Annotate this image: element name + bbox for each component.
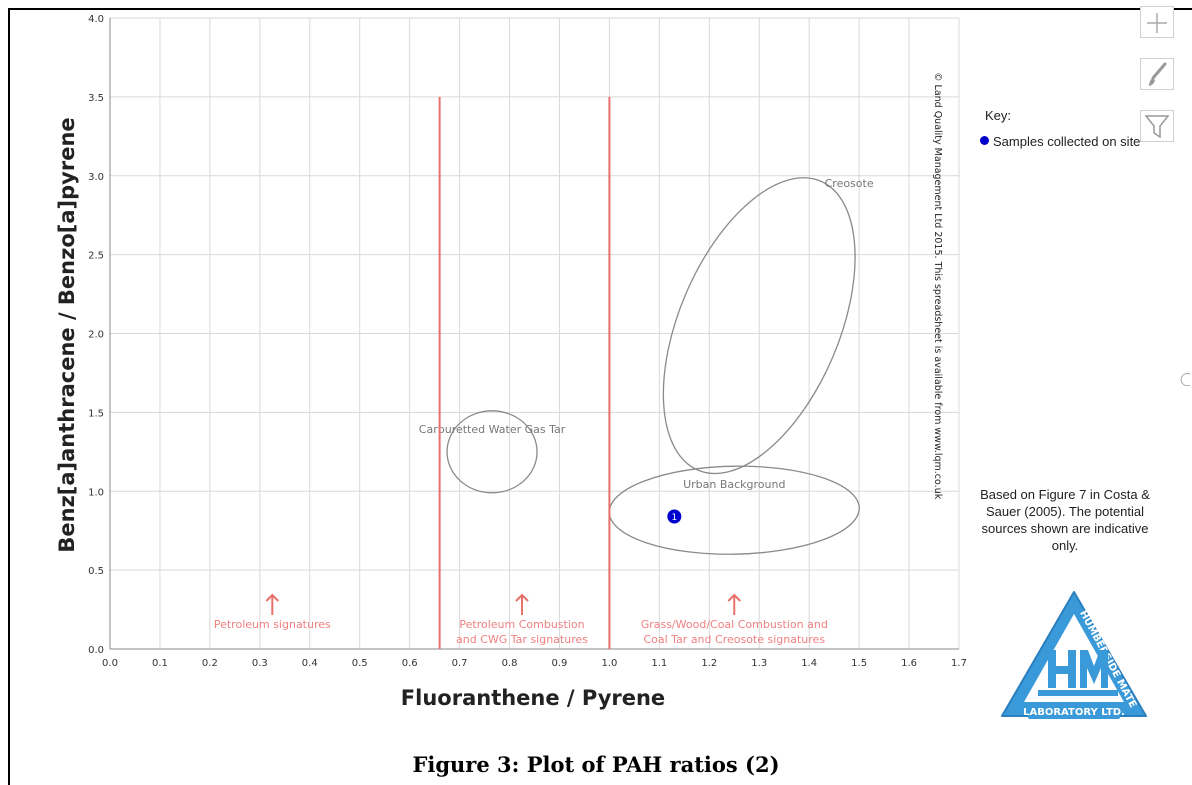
scroll-handle-icon[interactable]: ◯ [1180,372,1190,386]
region-label-text: Coal Tar and Creosote signatures [643,633,825,646]
zone-label: Urban Background [683,478,785,491]
region-label-text: and CWG Tar signatures [456,633,588,646]
x-tick-label: 0.0 [102,658,118,669]
x-tick-label: 0.8 [502,658,518,669]
up-arrow-icon [727,593,741,615]
x-tick-label: 0.6 [402,658,418,669]
x-tick-label: 1.0 [601,658,617,669]
x-tick-label: 1.5 [851,658,867,669]
region-label-text: Petroleum signatures [214,618,331,631]
y-tick-label: 1.5 [88,408,104,419]
legend-entry-label: Samples collected on site [993,134,1141,149]
y-tick-label: 0.5 [88,566,104,577]
chart-filters-button[interactable] [1140,110,1174,142]
y-tick-label: 4.0 [88,14,104,25]
y-axis-title: Benz[a]anthracene / Benzo[a]pyrene [55,117,79,552]
y-tick-label: 3.0 [88,172,104,183]
grid-lines [109,17,960,650]
copyright-notice: © Land Quality Management Ltd 2015. This… [932,72,943,500]
chart-elements-button[interactable] [1140,6,1174,38]
y-tick-label: 2.5 [88,251,104,262]
x-tick-label: 0.4 [302,658,318,669]
filter-icon [1144,115,1170,139]
zone-creosote [662,177,856,475]
up-arrow-icon [265,593,280,615]
frame-top-border [8,8,1192,10]
x-tick-label: 0.9 [552,658,568,669]
laboratory-logo: HUMBERSIDE MATERIALS LABORATORY LTD. [998,588,1147,719]
x-tick-label: 0.1 [152,658,168,669]
boundary-lines [438,96,611,649]
x-tick-label: 1.6 [901,658,917,669]
zone-label: Creosote [825,177,874,190]
frame-left-border [8,8,10,785]
chart-styles-button[interactable] [1140,58,1174,90]
x-tick-label: 1.1 [651,658,667,669]
x-tick-label: 1.3 [751,658,767,669]
region-label-text: Grass/Wood/Coal Combustion and [641,618,828,631]
data-points[interactable]: 1 [667,509,682,524]
region-labels: Petroleum signatures Petroleum Combustion… [214,593,828,646]
legend-marker [980,136,989,145]
x-tick-label: 1.4 [801,658,817,669]
legend-title: Key: [985,108,1012,123]
source-note: Based on Figure 7 in Costa & Sauer (2005… [980,487,1150,553]
region-label-text: Petroleum Combustion [459,618,584,631]
legend-entry: Samples collected on site [980,134,1185,152]
x-tick-label: 0.3 [252,658,268,669]
axes [109,18,959,650]
x-tick-label: 0.2 [202,658,218,669]
brush-icon [1149,62,1167,86]
y-tick-label: 3.5 [88,93,104,104]
sample-point-label: 1 [671,513,677,523]
x-tick-label: 1.7 [951,658,967,669]
svg-text:LABORATORY LTD.: LABORATORY LTD. [1023,707,1125,718]
source-zones: Carburetted Water Gas Tar Urban Backgroun… [419,177,874,555]
y-tick-label: 2.0 [88,330,104,341]
x-tick-label: 1.2 [701,658,717,669]
x-tick-label: 0.5 [352,658,368,669]
x-axis-title: Fluoranthene / Pyrene [401,686,665,710]
sample-point[interactable] [667,509,682,524]
up-arrow-icon [515,593,529,615]
zone-carburetted-water-gas-tar [446,410,538,494]
x-tick-label: 0.7 [452,658,468,669]
y-tick-label: 1.0 [88,487,104,498]
plus-icon [1147,13,1167,33]
figure-caption: Figure 3: Plot of PAH ratios (2) [412,752,780,777]
y-tick-label: 0.0 [88,645,104,656]
tick-labels: 0.0 0.1 0.2 0.3 0.4 0.5 0.6 0.7 0.8 0.9 1.0 1.1 1.2 1… [88,14,967,669]
zone-label: Carburetted Water Gas Tar [419,423,566,436]
